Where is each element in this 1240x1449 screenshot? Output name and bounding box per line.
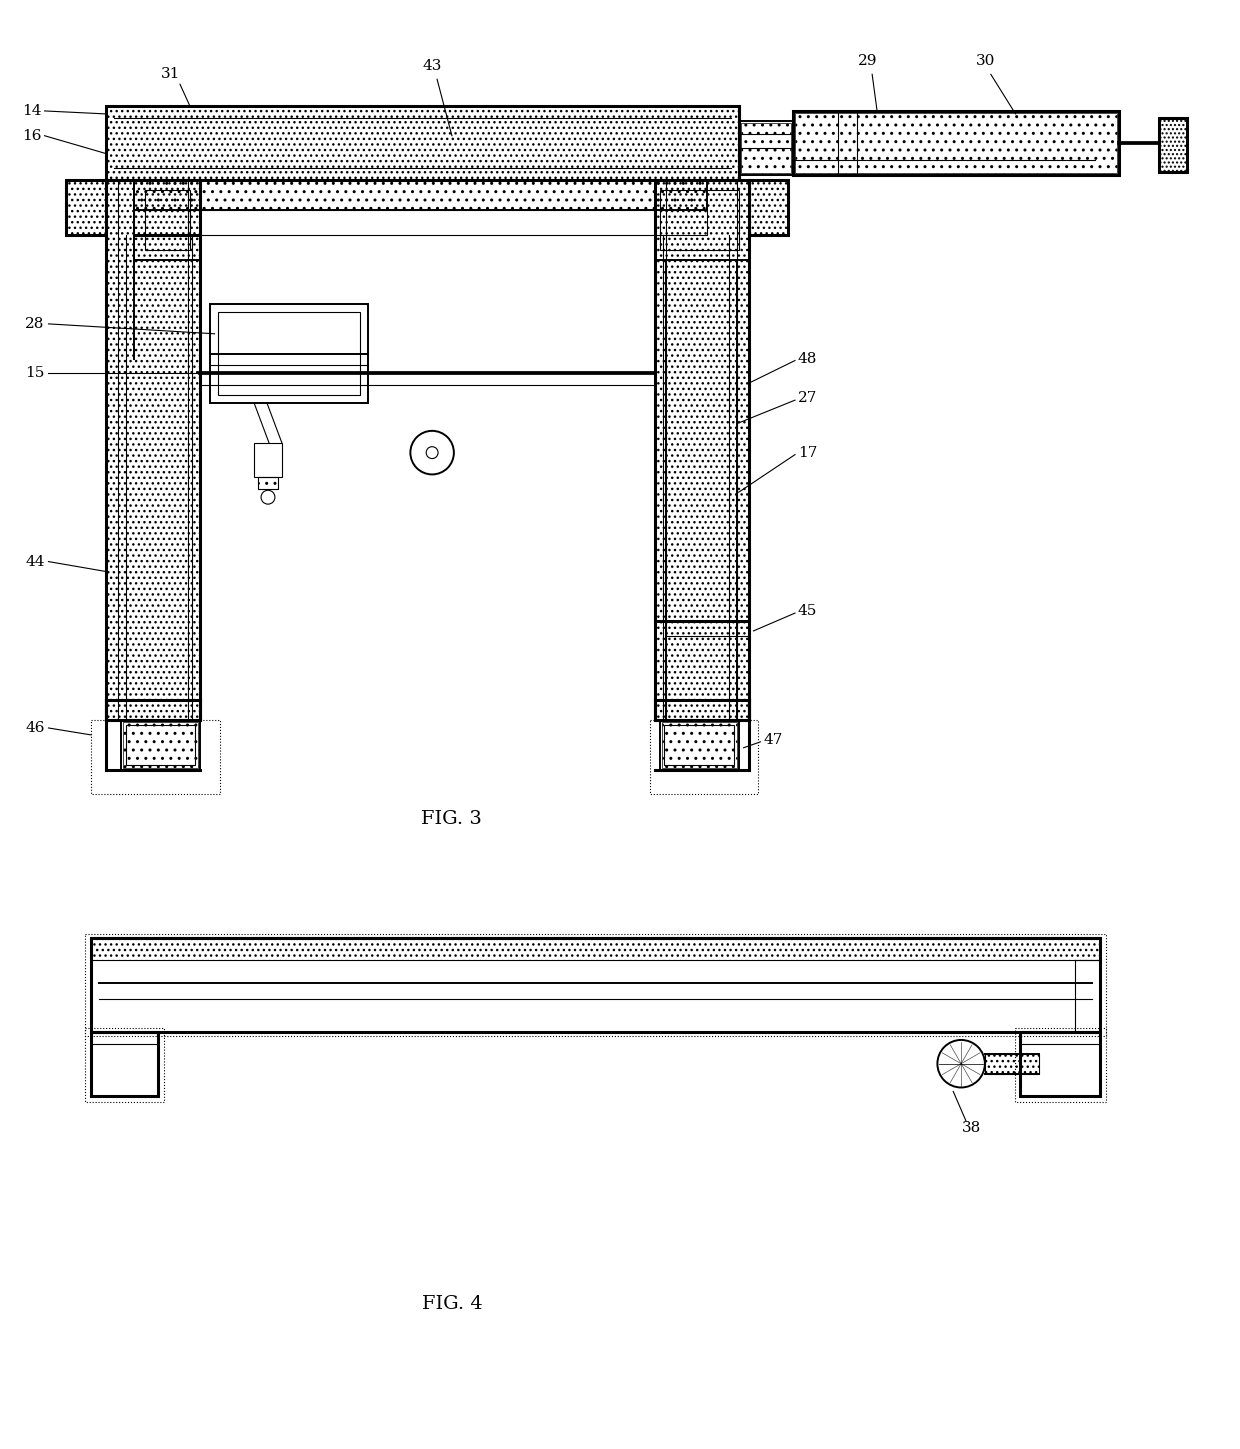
Bar bbox=[258, 477, 278, 490]
Text: 28: 28 bbox=[25, 317, 45, 330]
Bar bbox=[655, 180, 749, 259]
Bar bbox=[91, 720, 219, 794]
Text: 38: 38 bbox=[961, 1122, 981, 1135]
Bar bbox=[105, 180, 200, 720]
Text: 44: 44 bbox=[25, 555, 45, 568]
Bar bbox=[740, 123, 791, 174]
Bar bbox=[105, 180, 200, 720]
Bar bbox=[91, 938, 1100, 1032]
Bar bbox=[134, 180, 707, 210]
Bar bbox=[125, 724, 195, 765]
Text: 16: 16 bbox=[22, 129, 42, 142]
Bar bbox=[1159, 117, 1187, 172]
Bar bbox=[660, 720, 739, 769]
Bar bbox=[1014, 1027, 1106, 1103]
Bar bbox=[254, 443, 281, 477]
Bar bbox=[91, 938, 1100, 959]
Bar bbox=[123, 722, 198, 768]
Bar bbox=[665, 724, 734, 765]
Text: 45: 45 bbox=[799, 604, 817, 619]
Text: 46: 46 bbox=[25, 722, 45, 735]
Bar bbox=[134, 210, 707, 235]
Text: 15: 15 bbox=[25, 367, 45, 381]
Text: 48: 48 bbox=[799, 352, 817, 365]
Bar bbox=[105, 106, 739, 180]
Bar bbox=[794, 112, 1120, 175]
Bar bbox=[739, 120, 794, 175]
Text: 17: 17 bbox=[799, 446, 817, 459]
Text: 31: 31 bbox=[160, 67, 180, 81]
Bar bbox=[105, 106, 739, 180]
Text: 27: 27 bbox=[799, 391, 817, 406]
Bar bbox=[749, 180, 789, 235]
Text: FIG. 4: FIG. 4 bbox=[422, 1295, 482, 1313]
Bar bbox=[66, 180, 105, 235]
Bar bbox=[86, 1027, 164, 1103]
Bar bbox=[650, 720, 759, 794]
Bar bbox=[210, 304, 368, 403]
Bar bbox=[661, 722, 737, 768]
Bar bbox=[145, 190, 190, 249]
Bar bbox=[1159, 117, 1187, 172]
Circle shape bbox=[410, 430, 454, 474]
Bar bbox=[91, 1032, 159, 1097]
Bar bbox=[86, 935, 1106, 1036]
Text: 14: 14 bbox=[22, 104, 42, 117]
Bar bbox=[655, 180, 749, 720]
Text: 47: 47 bbox=[764, 733, 782, 746]
Bar bbox=[1021, 1032, 1100, 1097]
Text: 30: 30 bbox=[976, 55, 996, 68]
Bar bbox=[66, 180, 105, 235]
Circle shape bbox=[937, 1040, 985, 1088]
Text: 29: 29 bbox=[857, 55, 877, 68]
Bar bbox=[258, 477, 278, 490]
Bar bbox=[655, 180, 749, 720]
Bar bbox=[749, 180, 789, 235]
Bar bbox=[217, 312, 360, 396]
Text: FIG. 3: FIG. 3 bbox=[422, 810, 482, 827]
Bar bbox=[795, 113, 1117, 174]
Bar bbox=[985, 1053, 1039, 1074]
Bar bbox=[660, 190, 739, 249]
Bar bbox=[134, 180, 707, 210]
Bar bbox=[134, 180, 200, 259]
Text: 43: 43 bbox=[423, 59, 441, 74]
Bar bbox=[985, 1053, 1039, 1074]
Bar bbox=[120, 720, 200, 769]
